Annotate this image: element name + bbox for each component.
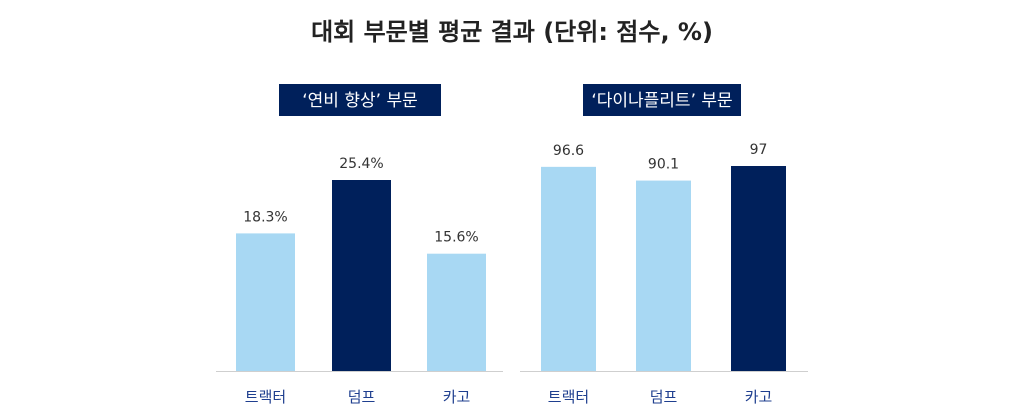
value-label: 15.6%: [434, 230, 478, 246]
category-label: 트랙터: [245, 388, 286, 406]
category-label: 카고: [443, 388, 471, 406]
value-label: 18.3%: [243, 209, 287, 225]
value-label: 96.6: [553, 143, 584, 159]
panel-title-box: [583, 84, 741, 116]
value-label: 90.1: [648, 157, 679, 173]
value-label: 97: [750, 142, 768, 158]
bar-1: [236, 233, 295, 371]
category-label: 덤프: [650, 388, 678, 406]
panel-dynafleet: ‘다이나플리트’ 부문 96.6 트랙터 90.1 덤프 97 카고: [520, 84, 808, 406]
category-label: 덤프: [348, 388, 376, 406]
category-label: 카고: [745, 388, 773, 406]
panel-title: ‘연비 향상’ 부문: [302, 91, 417, 111]
value-label: 25.4%: [339, 156, 383, 172]
bar-1: [541, 166, 596, 371]
chart-title: 대회 부문별 평균 결과 (단위: 점수, %): [311, 18, 713, 46]
bar-2: [332, 180, 391, 371]
bar-2: [636, 180, 691, 371]
panel-title: ‘다이나플리트’ 부문: [591, 91, 732, 111]
bar-3: [427, 253, 486, 371]
category-label: 트랙터: [548, 388, 589, 406]
panel-fuel-efficiency: ‘연비 향상’ 부문 18.3% 트랙터 25.4% 덤프 15.6% 카고: [216, 84, 503, 406]
bar-3: [731, 166, 786, 371]
panel-title-box: [279, 84, 441, 116]
